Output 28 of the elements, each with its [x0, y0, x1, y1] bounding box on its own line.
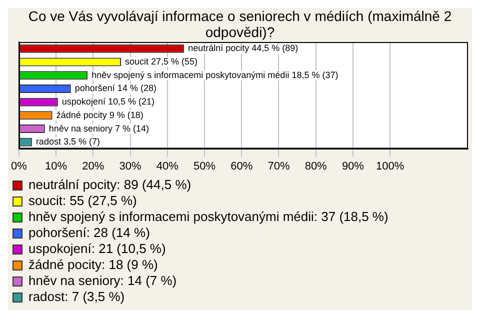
legend-label: neutrální pocity: 89 (44,5 %): [28, 177, 192, 192]
chart-title: Co ve Vás vyvolávají informace o seniorech v médiích (maximálně 2 odpovědi)?: [27, 8, 453, 40]
legend-label: soucit: 55 (27,5 %): [28, 193, 137, 208]
x-tick-label: 20%: [82, 160, 104, 172]
data-label: hněv spojený s informacemi poskytovanými médii 18,5 % (37): [92, 70, 338, 80]
x-tick-label: 10%: [45, 160, 68, 172]
legend-label: hněv na seniory: 14 (7 %): [28, 273, 177, 288]
legend-label: žádné pocity: 18 (9 %): [28, 257, 158, 272]
legend-label: uspokojení: 21 (10,5 %): [28, 241, 166, 256]
x-tick-label: 60%: [230, 160, 253, 172]
x-tick-label: 0%: [10, 160, 28, 172]
x-tick-label: 40%: [156, 160, 179, 172]
data-label: žádné pocity 9 % (18): [56, 110, 144, 120]
data-label: pohoršení 14 % (28): [74, 83, 156, 94]
x-tick-label: 50%: [193, 160, 216, 172]
data-label: uspokojení 10,5 % (21): [62, 96, 154, 107]
legend-label: radost: 7 (3,5 %): [28, 289, 125, 304]
data-label: hněv na seniory 7 % (14): [48, 123, 149, 134]
legend-label: hněv spojený s informacemi poskytovanými médii: 37 (18,5 %): [28, 209, 388, 224]
legend-label: pohoršení: 28 (14 %): [28, 225, 150, 240]
data-label: radost 3,5 % (7): [36, 136, 100, 147]
x-tick-label: 100%: [376, 160, 404, 172]
x-tick-label: 80%: [304, 160, 328, 172]
x-tick-label: 70%: [268, 160, 290, 172]
data-label: neutrální pocity 44,5 % (89): [188, 43, 298, 54]
x-tick-label: 30%: [119, 160, 142, 172]
data-label: soucit 27,5 % (55): [125, 56, 198, 67]
x-tick-label: 90%: [342, 160, 364, 172]
